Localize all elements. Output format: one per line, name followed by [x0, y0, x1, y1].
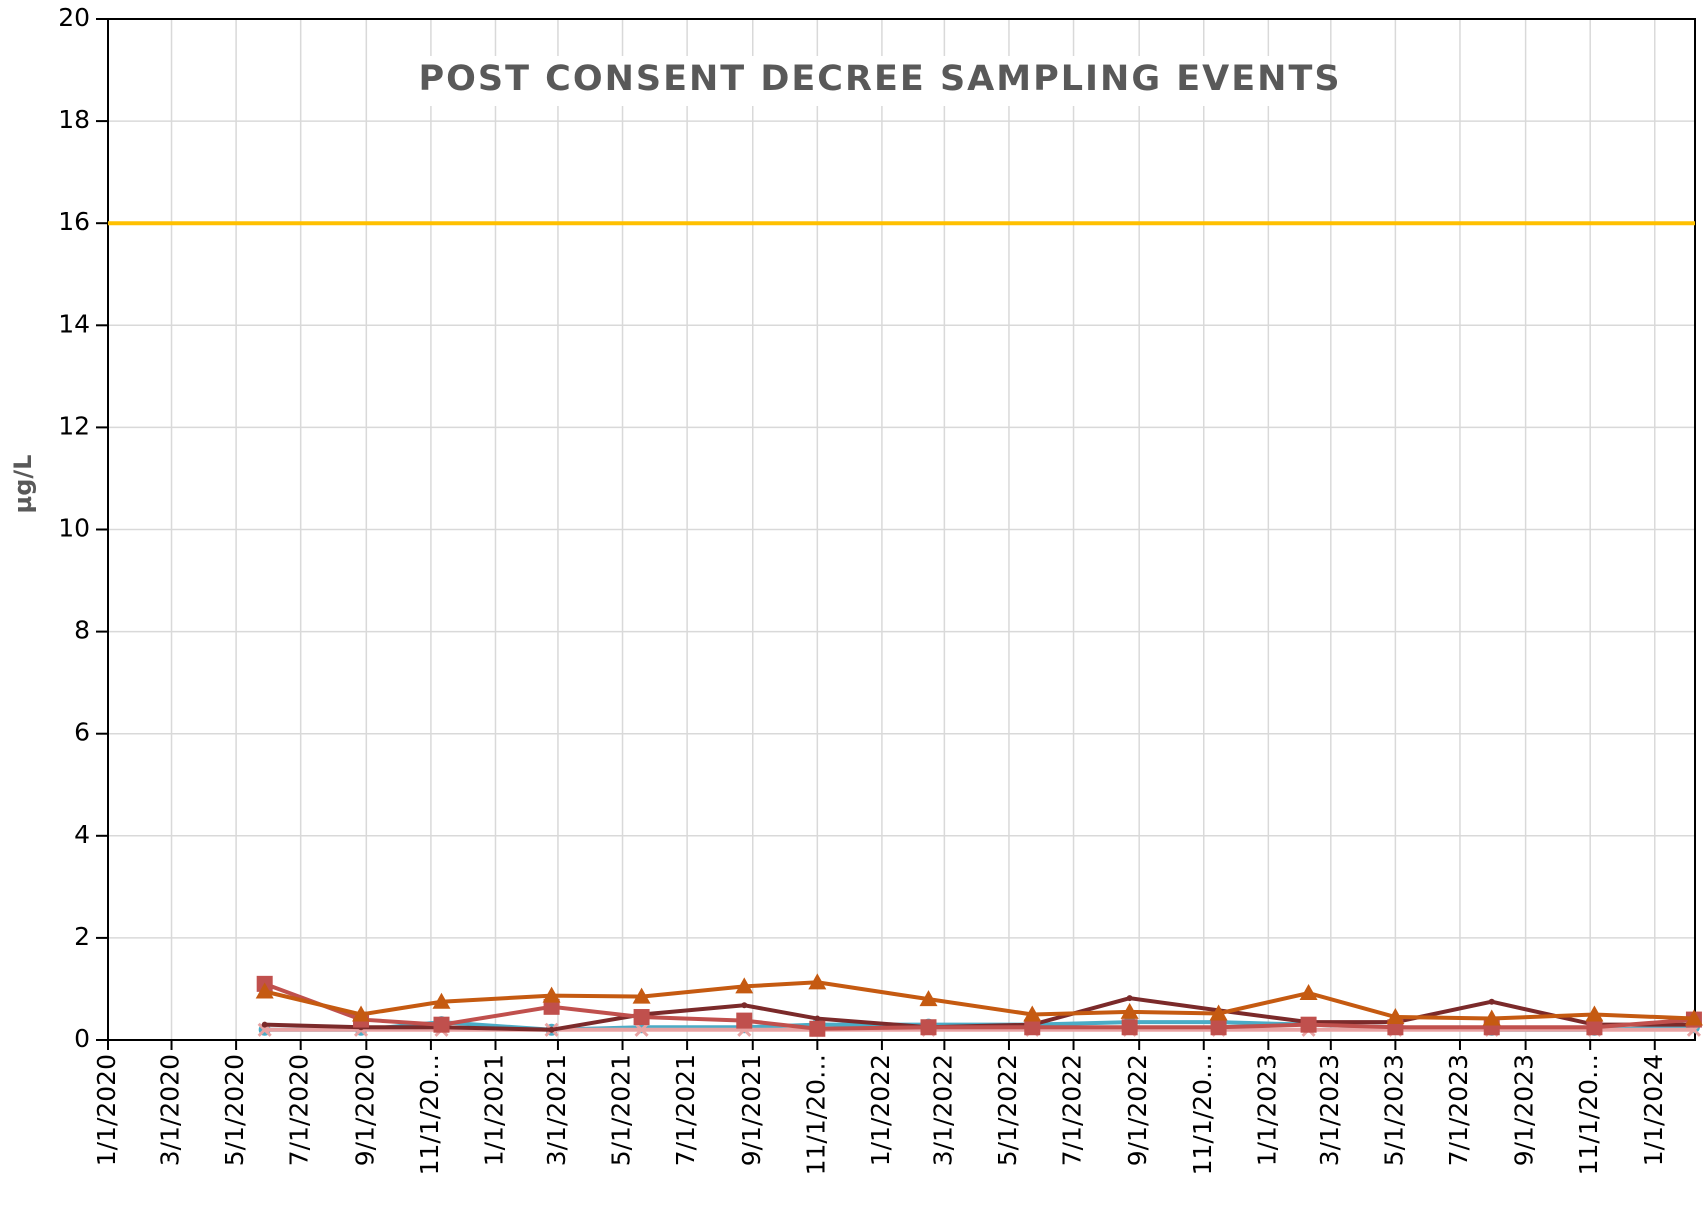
- y-tick-label: 16: [58, 207, 90, 236]
- grid: [96, 18, 1696, 1050]
- marker: [433, 1016, 450, 1033]
- x-tick-label: 1/1/2022: [866, 1054, 895, 1166]
- y-tick-label: 0: [74, 1024, 90, 1053]
- marker: [1300, 1016, 1317, 1033]
- marker: [548, 1026, 555, 1033]
- x-tick-label: 7/1/2023: [1444, 1054, 1473, 1166]
- x-tick-label: 5/1/2021: [607, 1054, 636, 1166]
- marker: [1585, 1005, 1604, 1022]
- x-tick-label: 3/1/2021: [542, 1054, 571, 1166]
- y-axis-label: µg/L: [9, 455, 37, 514]
- marker: [1684, 1009, 1703, 1026]
- marker: [261, 1021, 268, 1028]
- y-tick-label: 18: [58, 105, 90, 134]
- marker: [814, 1015, 821, 1022]
- marker: [543, 998, 560, 1015]
- marker: [1488, 998, 1495, 1005]
- marker: [735, 977, 754, 994]
- x-tick-label: 9/1/2021: [737, 1054, 766, 1166]
- marker: [634, 1022, 649, 1037]
- x-tick-label: 1/1/2021: [479, 1054, 508, 1166]
- y-tick-label: 14: [58, 309, 90, 338]
- marker: [255, 982, 274, 999]
- x-tick-label: 11/1/20…: [415, 1054, 444, 1175]
- marker: [542, 986, 561, 1003]
- x-tick-label: 11/1/20…: [801, 1054, 830, 1175]
- x-tick-label: 3/1/2023: [1315, 1054, 1344, 1166]
- x-tick-label: 5/1/2023: [1379, 1054, 1408, 1166]
- marker: [1482, 1009, 1501, 1026]
- x-tick-label: 7/1/2021: [671, 1054, 700, 1166]
- x-tick-label: 1/1/2023: [1252, 1054, 1281, 1166]
- marker: [1024, 1019, 1041, 1036]
- marker: [432, 992, 451, 1009]
- marker: [632, 987, 651, 1004]
- x-tick-label: 7/1/2022: [1058, 1054, 1087, 1166]
- x-tick-label: 1/1/2024: [1639, 1054, 1668, 1166]
- marker: [1120, 1002, 1139, 1019]
- plot: [108, 221, 1703, 1037]
- y-tick-label: 6: [74, 718, 90, 747]
- marker: [809, 1020, 826, 1037]
- x-tick-label: 7/1/2020: [285, 1054, 314, 1166]
- marker: [1209, 1004, 1228, 1021]
- series-line: [264, 980, 1695, 1021]
- x-tick-label: 9/1/2022: [1123, 1054, 1152, 1166]
- x-tick-label: 3/1/2020: [156, 1054, 185, 1166]
- chart-title: POST CONSENT DECREE SAMPLING EVENTS: [418, 59, 1341, 99]
- marker: [1586, 1019, 1603, 1036]
- x-tick-label: 11/1/20…: [1188, 1054, 1217, 1175]
- x-tick-label: 5/1/2022: [993, 1054, 1022, 1166]
- title-background: [430, 56, 1330, 106]
- marker: [1126, 995, 1133, 1002]
- marker: [1023, 1005, 1042, 1022]
- y-tick-label: 10: [58, 514, 90, 543]
- y-tick-label: 8: [74, 616, 90, 645]
- plot-border: [107, 18, 1696, 1041]
- marker: [736, 1012, 753, 1029]
- y-tick-label: 2: [74, 922, 90, 951]
- marker: [352, 1005, 371, 1022]
- marker: [920, 1019, 937, 1036]
- x-tick-label: 9/1/2023: [1510, 1054, 1539, 1166]
- marker: [741, 1002, 748, 1009]
- y-tick-label: 4: [74, 820, 90, 849]
- x-tick-label: 3/1/2022: [928, 1054, 957, 1166]
- y-tick-label: 12: [58, 411, 90, 440]
- series-line: [263, 981, 1695, 1031]
- x-tick-label: 5/1/2020: [220, 1054, 249, 1166]
- marker: [1210, 1019, 1227, 1036]
- marker: [633, 1009, 650, 1026]
- y-tick-label: 20: [58, 3, 90, 32]
- marker: [1299, 984, 1318, 1001]
- marker: [919, 990, 938, 1007]
- x-tick-label: 9/1/2020: [350, 1054, 379, 1166]
- marker: [1386, 1008, 1405, 1025]
- x-tick-label: 1/1/2020: [92, 1054, 121, 1166]
- x-tick-label: 11/1/20…: [1574, 1054, 1603, 1175]
- marker: [808, 973, 827, 990]
- marker: [1121, 1019, 1138, 1036]
